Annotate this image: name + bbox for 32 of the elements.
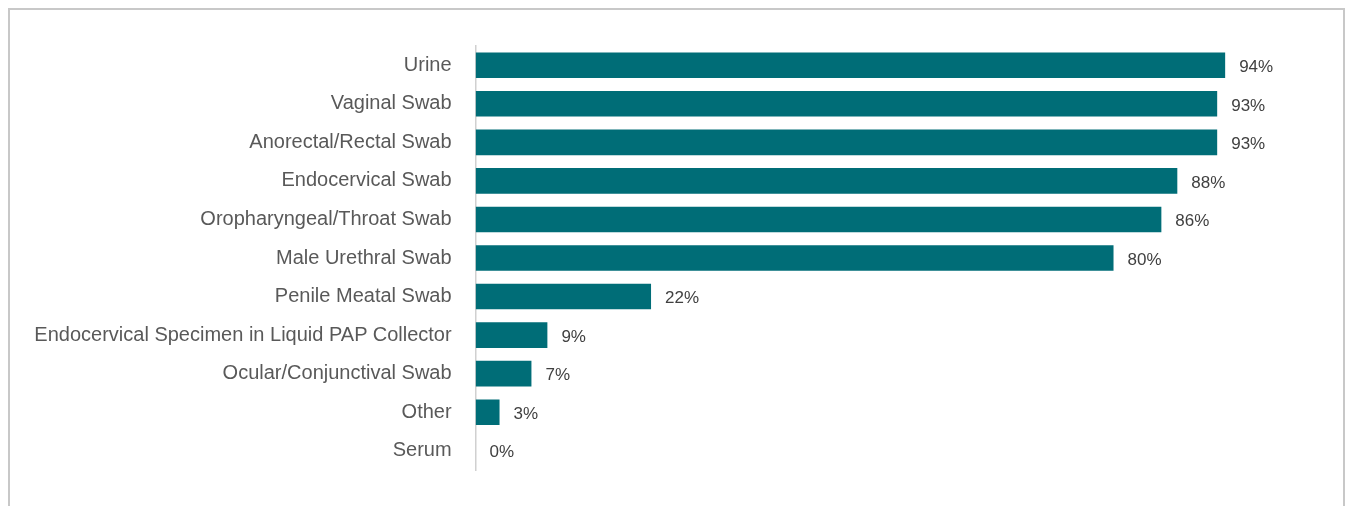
data-label: 22% (665, 288, 700, 308)
y-tick-label: Ocular/Conjunctival Swab (222, 361, 452, 384)
bar (475, 91, 1218, 117)
y-tick-label: Vaginal Swab (330, 91, 452, 114)
bar (475, 360, 532, 387)
bar (475, 245, 1114, 271)
y-tick-label: Endocervical Swab (281, 168, 452, 191)
data-label: 3% (513, 403, 539, 423)
data-label: 9% (561, 326, 586, 346)
bar (475, 52, 1226, 79)
bar (475, 129, 1218, 156)
bar (475, 206, 1162, 233)
bar (475, 322, 548, 348)
bar (475, 168, 1178, 194)
bar (475, 399, 500, 425)
y-tick-label: Anorectal/Rectal Swab (249, 129, 452, 152)
y-tick-label: Penile Meatal Swab (274, 284, 452, 307)
data-label: 80% (1127, 249, 1162, 269)
data-label: 93% (1231, 95, 1266, 115)
y-tick-label: Endocervical Specimen in Liquid PAP Collector (34, 322, 452, 345)
y-tick-label: Oropharyngeal/Throat Swab (200, 206, 452, 229)
bar (475, 283, 652, 310)
y-tick-label: Male Urethral Swab (275, 245, 452, 268)
data-label: 7% (545, 365, 571, 385)
data-label: 94% (1239, 56, 1274, 76)
data-label: 86% (1175, 211, 1210, 231)
y-tick-label: Serum (392, 438, 452, 461)
data-label: 0% (489, 442, 515, 462)
y-tick-label: Urine (403, 52, 452, 75)
data-label: 93% (1231, 134, 1266, 154)
y-tick-label: Other (401, 399, 452, 422)
data-label: 88% (1191, 172, 1226, 192)
